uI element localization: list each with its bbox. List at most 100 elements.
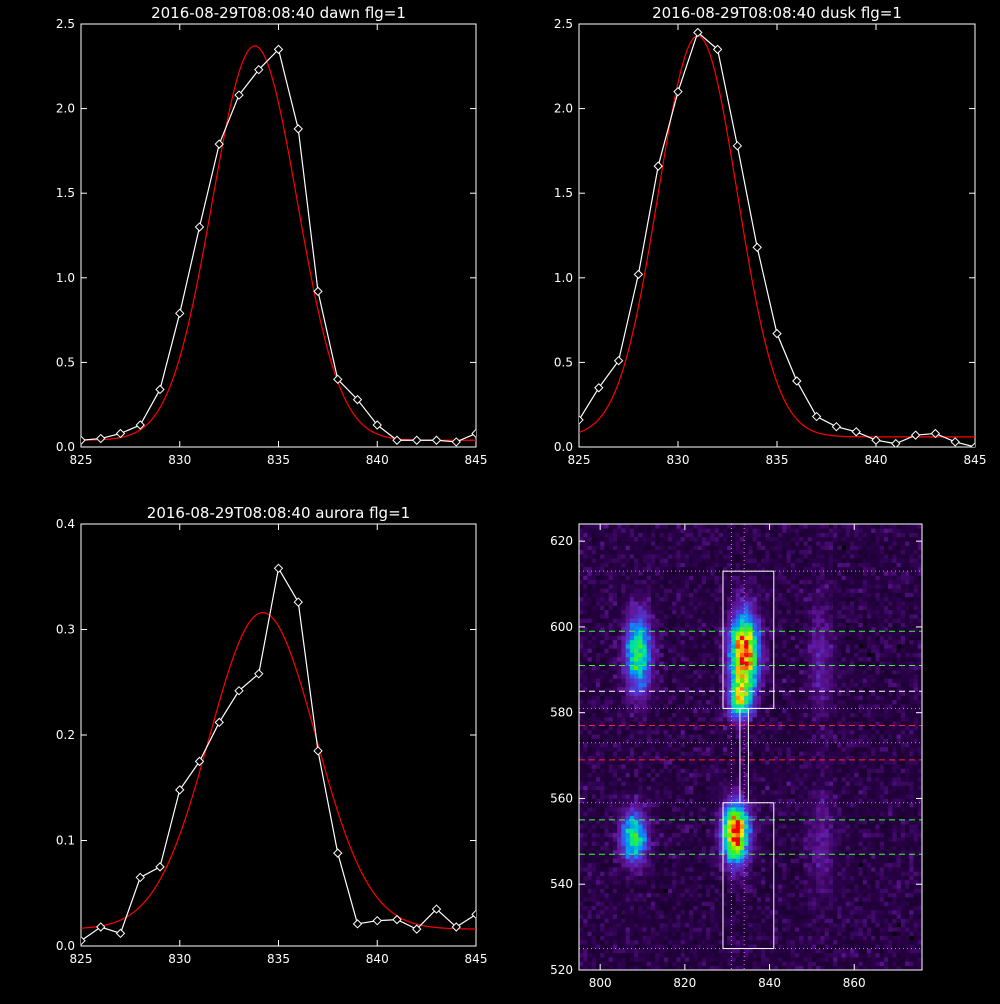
heatmap-cell	[651, 614, 656, 619]
heatmap-cell	[651, 867, 656, 872]
heatmap-cell	[592, 588, 597, 593]
heatmap-cell	[689, 786, 694, 791]
heatmap-cell	[664, 657, 669, 662]
heatmap-cell	[693, 575, 698, 580]
heatmap-cell	[748, 743, 753, 748]
heatmap-cell	[723, 537, 728, 542]
heatmap-cell	[630, 931, 635, 936]
heatmap-cell	[600, 931, 605, 936]
heatmap-cell	[715, 906, 720, 911]
heatmap-cell	[626, 550, 631, 555]
heatmap-cell	[592, 751, 597, 756]
heatmap-cell	[634, 541, 639, 546]
heatmap-cell	[613, 726, 618, 731]
heatmap-cell	[638, 618, 643, 623]
heatmap-cell	[600, 657, 605, 662]
heatmap-cell	[676, 584, 681, 589]
heatmap-cell	[736, 889, 741, 894]
heatmap-cell	[744, 884, 749, 889]
heatmap-cell	[647, 949, 652, 954]
heatmap-cell	[579, 837, 584, 842]
heatmap-cell	[638, 588, 643, 593]
heatmap-cell	[698, 717, 703, 722]
heatmap-cell	[613, 575, 618, 580]
heatmap-cell	[596, 807, 601, 812]
heatmap-cell	[715, 841, 720, 846]
heatmap-cell	[761, 867, 766, 872]
heatmap-cell	[715, 794, 720, 799]
heatmap-cell	[689, 919, 694, 924]
heatmap-cell	[583, 648, 588, 653]
heatmap-cell	[587, 717, 592, 722]
heatmap-cell	[706, 683, 711, 688]
heatmap-cell	[621, 803, 626, 808]
heatmap-cell	[685, 545, 690, 550]
heatmap-cell	[651, 571, 656, 576]
heatmap-cell	[672, 666, 677, 671]
heatmap-cell	[655, 940, 660, 945]
heatmap-cell	[753, 550, 758, 555]
heatmap-cell	[744, 910, 749, 915]
heatmap-cell	[630, 528, 635, 533]
heatmap-cell	[609, 730, 614, 735]
heatmap-cell	[587, 593, 592, 598]
heatmap-cell	[736, 811, 741, 816]
heatmap-cell	[761, 533, 766, 538]
heatmap-cell	[600, 636, 605, 641]
heatmap-cell	[757, 893, 762, 898]
heatmap-cell	[634, 751, 639, 756]
heatmap-cell	[689, 678, 694, 683]
heatmap-cell	[613, 841, 618, 846]
heatmap-cell	[698, 554, 703, 559]
heatmap-cell	[659, 653, 664, 658]
heatmap-cell	[613, 623, 618, 628]
heatmap-cell	[715, 666, 720, 671]
heatmap-cell	[757, 571, 762, 576]
heatmap-cell	[647, 751, 652, 756]
heatmap-cell	[693, 734, 698, 739]
heatmap-cell	[600, 773, 605, 778]
heatmap-cell	[727, 863, 732, 868]
heatmap-cell	[744, 828, 749, 833]
heatmap-cell	[655, 683, 660, 688]
heatmap-cell	[638, 790, 643, 795]
heatmap-cell	[596, 876, 601, 881]
heatmap-cell	[702, 880, 707, 885]
heatmap-cell	[659, 936, 664, 941]
heatmap-cell	[770, 760, 775, 765]
heatmap-cell	[587, 768, 592, 773]
heatmap-cell	[587, 601, 592, 606]
heatmap-cell	[638, 893, 643, 898]
heatmap-cell	[736, 846, 741, 851]
heatmap-cell	[668, 790, 673, 795]
heatmap-cell	[592, 871, 597, 876]
heatmap-cell	[630, 743, 635, 748]
heatmap-cell	[672, 717, 677, 722]
heatmap-cell	[731, 811, 736, 816]
heatmap-cell	[698, 854, 703, 859]
heatmap-cell	[710, 554, 715, 559]
heatmap-cell	[630, 524, 635, 529]
heatmap-cell	[765, 696, 770, 701]
heatmap-cell	[685, 936, 690, 941]
heatmap-cell	[753, 593, 758, 598]
fit-series	[579, 36, 975, 437]
heatmap-cell	[617, 936, 622, 941]
data-point	[334, 849, 342, 857]
heatmap-cell	[710, 906, 715, 911]
heatmap-cell	[651, 636, 656, 641]
heatmap-cell	[655, 670, 660, 675]
heatmap-cell	[600, 919, 605, 924]
heatmap-cell	[757, 597, 762, 602]
heatmap-cell	[592, 811, 597, 816]
heatmap-cell	[583, 605, 588, 610]
heatmap-cell	[706, 623, 711, 628]
heatmap-cell	[736, 953, 741, 958]
heatmap-cell	[609, 533, 614, 538]
heatmap-cell	[609, 593, 614, 598]
heatmap-cell	[761, 696, 766, 701]
heatmap-cell	[723, 666, 728, 671]
heatmap-cell	[706, 571, 711, 576]
heatmap-cell	[617, 906, 622, 911]
heatmap-cell	[681, 859, 686, 864]
